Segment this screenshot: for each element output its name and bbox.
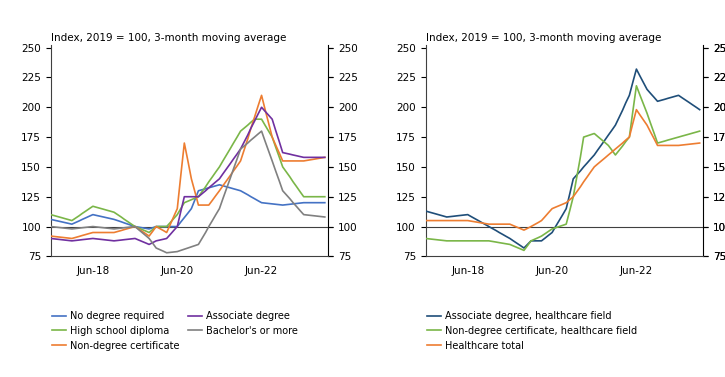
Text: Index, 2019 = 100, 3-month moving average: Index, 2019 = 100, 3-month moving averag… xyxy=(426,33,661,43)
Legend: No degree required, High school diploma, Non-degree certificate, Associate degre: No degree required, High school diploma,… xyxy=(48,307,302,354)
Text: Index, 2019 = 100, 3-month moving average: Index, 2019 = 100, 3-month moving averag… xyxy=(51,33,286,43)
Legend: Associate degree, healthcare field, Non-degree certificate, healthcare field, He: Associate degree, healthcare field, Non-… xyxy=(423,307,641,354)
